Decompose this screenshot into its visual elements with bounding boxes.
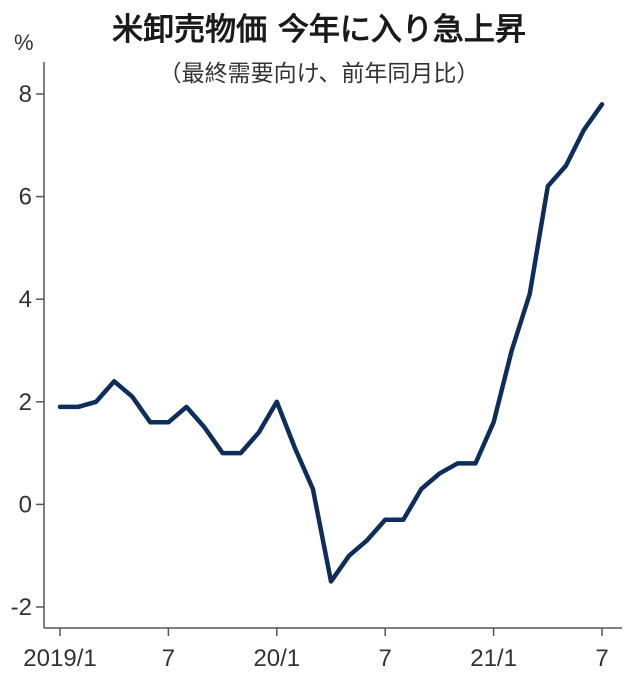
- x-tick-label: 7: [162, 645, 175, 672]
- x-tick-label: 21/1: [470, 645, 517, 672]
- x-tick-label: 2019/1: [23, 645, 96, 672]
- y-tick-label: 2: [19, 389, 32, 416]
- chart-title: 米卸売物価 今年に入り急上昇: [112, 12, 526, 48]
- y-tick-label: -2: [11, 594, 32, 621]
- y-tick-label: 8: [19, 81, 32, 108]
- y-tick-label: 4: [19, 286, 32, 313]
- y-tick-label: 6: [19, 184, 32, 211]
- series-line: [57, 102, 605, 584]
- y-tick-label: 0: [19, 491, 32, 518]
- chart-subtitle: （最終需要向け、前年同月比）: [158, 61, 480, 87]
- x-tick-label: 7: [595, 645, 608, 672]
- x-tick-label: 20/1: [253, 645, 300, 672]
- x-tick-label: 7: [379, 645, 392, 672]
- y-unit-label: %: [14, 30, 34, 55]
